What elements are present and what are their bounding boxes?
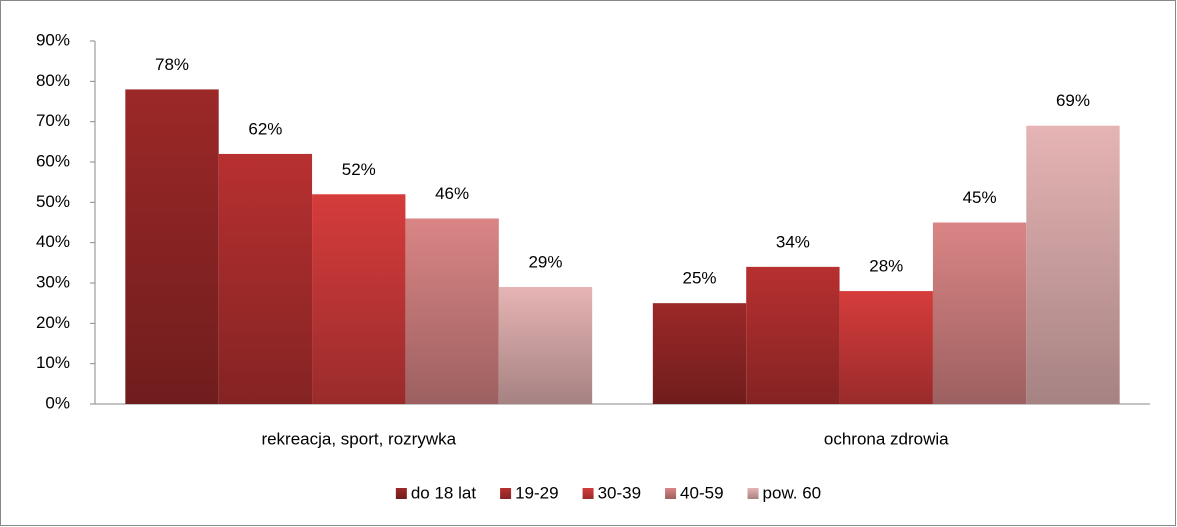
y-tick-label: 10% [36,353,70,372]
bar [746,266,840,404]
y-tick-label: 20% [36,313,70,332]
value-label: 69% [1056,91,1090,110]
y-tick-label: 40% [36,232,70,251]
legend-swatch [500,488,512,499]
legend-swatch [747,488,759,499]
legend-swatch [665,488,677,499]
y-tick-label: 30% [36,272,70,291]
legend-label: do 18 lat [411,483,476,502]
legend-label: 30-39 [598,483,641,502]
y-tick-label: 90% [36,30,70,49]
bar [312,194,406,404]
bar [839,291,933,404]
value-label: 78% [155,55,189,74]
bar [405,218,499,404]
y-tick-label: 60% [36,151,70,170]
x-tick-label: rekreacja, sport, rozrywka [261,429,456,448]
y-tick-label: 80% [36,71,70,90]
bar [1026,125,1120,404]
bar [218,153,313,404]
value-label: 25% [682,269,716,288]
legend-label: 40-59 [680,483,723,502]
bar [498,287,593,404]
x-tick-label: ochrona zdrowia [824,429,949,448]
legend-label: 19-29 [515,483,558,502]
value-label: 52% [342,160,376,179]
legend-label: pow. 60 [763,483,822,502]
bar [125,89,219,405]
value-label: 45% [963,188,997,207]
y-tick-label: 0% [45,393,70,412]
value-label: 62% [248,119,282,138]
y-tick-label: 50% [36,192,70,211]
legend-swatch [395,488,407,499]
value-label: 28% [869,257,903,276]
value-label: 34% [776,232,810,251]
legend-swatch [582,488,594,499]
value-label: 29% [528,253,562,272]
value-label: 46% [435,184,469,203]
bar [932,222,1027,404]
y-tick-label: 70% [36,111,70,130]
bar [652,303,747,404]
